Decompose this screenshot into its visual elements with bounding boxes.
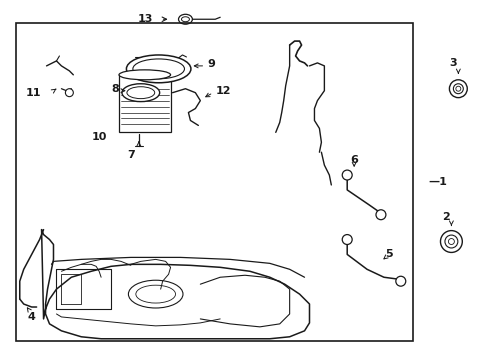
- Text: —1: —1: [429, 177, 447, 187]
- Bar: [16, 23, 413, 341]
- Ellipse shape: [449, 80, 467, 98]
- Text: 8: 8: [111, 84, 119, 94]
- Text: 6: 6: [350, 155, 358, 165]
- Circle shape: [65, 89, 74, 96]
- Text: 9: 9: [207, 59, 215, 69]
- Circle shape: [376, 210, 386, 220]
- Text: 10: 10: [92, 132, 107, 142]
- Text: 13: 13: [137, 14, 153, 24]
- Text: 12: 12: [215, 86, 231, 96]
- Circle shape: [342, 170, 352, 180]
- Text: 4: 4: [28, 312, 36, 322]
- Ellipse shape: [126, 55, 191, 83]
- Circle shape: [456, 86, 461, 91]
- Circle shape: [342, 235, 352, 244]
- Text: 11: 11: [26, 88, 42, 98]
- Ellipse shape: [445, 235, 458, 248]
- Bar: [119, 75, 171, 132]
- Ellipse shape: [122, 84, 160, 102]
- Ellipse shape: [453, 84, 464, 94]
- Text: 5: 5: [385, 249, 392, 260]
- Ellipse shape: [441, 231, 462, 252]
- Circle shape: [448, 239, 454, 244]
- Text: 3: 3: [449, 58, 457, 68]
- Circle shape: [396, 276, 406, 286]
- Text: 2: 2: [442, 212, 450, 222]
- Ellipse shape: [119, 70, 171, 80]
- Text: 7: 7: [127, 150, 135, 160]
